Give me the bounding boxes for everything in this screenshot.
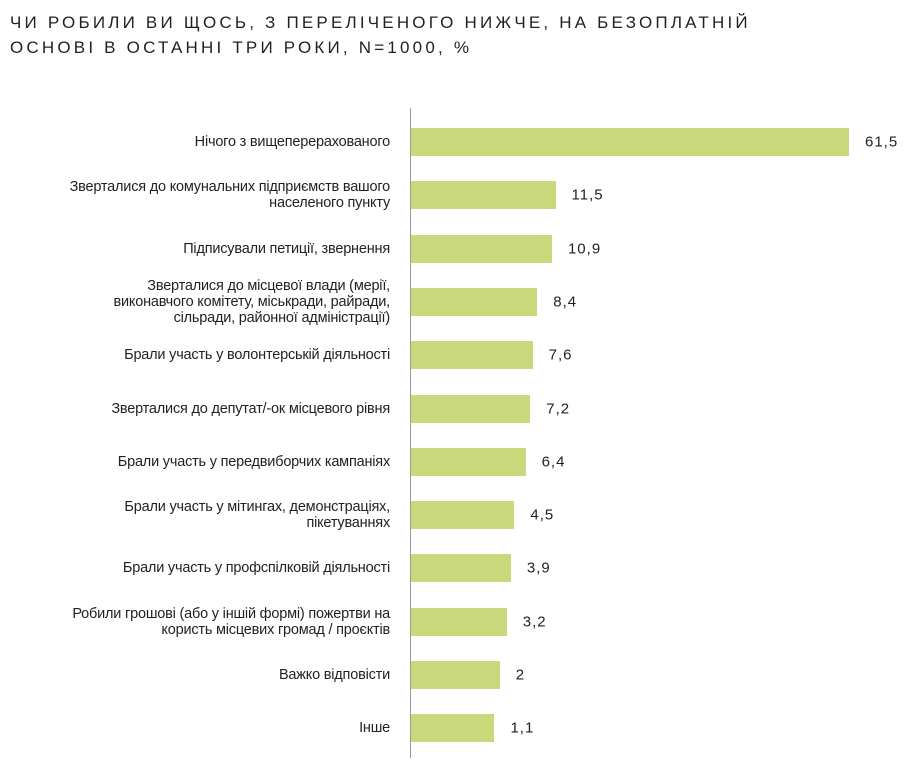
category-label: Брали участь у профспілковій діяльності <box>0 560 390 576</box>
category-label: Брали участь у передвиборчих кампаніях <box>0 454 390 470</box>
category-label: Інше <box>0 720 390 736</box>
category-label: Робили грошові (або у іншій формі) пожер… <box>0 606 390 638</box>
bar <box>411 447 526 476</box>
bar <box>411 287 538 316</box>
category-label-line: Важко відповісти <box>278 667 390 683</box>
category-label-line: Зверталися до комунальних підприємств ва… <box>69 179 391 196</box>
category-label-line: Брали участь у передвиборчих кампаніях <box>117 453 390 470</box>
bar <box>411 501 515 530</box>
bar <box>411 181 556 210</box>
bar <box>411 234 552 263</box>
category-label: Зверталися до комунальних підприємств ва… <box>0 179 391 212</box>
category-label: Брали участь у мітингах, демонстраціях, п… <box>0 499 390 531</box>
category-label-line: пікетуваннях <box>306 515 390 532</box>
category-label-line: Брали участь у профспілковій діяльності <box>122 560 390 577</box>
bar <box>411 661 500 689</box>
category-label: Зверталися до депутат/-ок місцевого рівн… <box>0 401 390 417</box>
category-label: Підписували петиції, звернення <box>0 241 390 257</box>
data-label: 3,9 <box>526 559 551 577</box>
data-label: 8,4 <box>553 293 578 311</box>
category-label-line: виконавчого комітету, міськради, райради… <box>113 293 391 310</box>
category-label-line: Зверталися до депутат/-ок місцевого рівн… <box>111 400 390 417</box>
category-label-line: Робили грошові (або у іншій формі) пожер… <box>72 605 390 622</box>
category-label-line: користь місцевих громад / проєктів <box>161 621 390 638</box>
bar <box>411 714 495 743</box>
data-label: 2 <box>515 666 526 684</box>
data-label: 6,4 <box>541 453 566 471</box>
bar <box>411 394 531 423</box>
category-label: Зверталися до місцевої влади (мерії, вико… <box>0 277 391 326</box>
category-label-line: Інше <box>359 720 390 737</box>
category-label: Нічого з вищеперерахованого <box>0 134 391 150</box>
bar <box>411 607 507 636</box>
bar <box>411 554 511 583</box>
data-label: 7,2 <box>546 400 571 417</box>
category-label-line: Нічого з вищеперерахованого <box>194 134 391 150</box>
category-label-line: Брали участь у мітингах, демонстраціях, <box>124 499 390 516</box>
category-label-line: сільради, районної адміністрації) <box>173 309 391 326</box>
data-label: 4,5 <box>530 506 555 524</box>
chart-title: ЧИ РОБИЛИ ВИ ЩОСЬ, З ПЕРЕЛІЧЕНОГО НИЖЧЕ,… <box>10 10 751 60</box>
data-label: 61,5 <box>865 133 899 151</box>
category-label: Важко відповісти <box>0 667 390 683</box>
bar <box>411 128 849 156</box>
bar <box>411 341 533 370</box>
category-label-line: Підписували петиції, звернення <box>183 240 390 257</box>
chart-title-line: ЧИ РОБИЛИ ВИ ЩОСЬ, З ПЕРЕЛІЧЕНОГО НИЖЧЕ,… <box>10 13 751 32</box>
category-label: Брали участь у волонтерській діяльності <box>0 347 390 363</box>
data-label: 7,6 <box>548 346 573 364</box>
category-label-line: населеного пункту <box>269 195 390 212</box>
category-label-line: Зверталися до місцевої влади (мерії, <box>147 277 390 294</box>
category-axis-line <box>410 108 411 758</box>
data-label: 10,9 <box>567 240 602 258</box>
data-label: 11,5 <box>571 186 604 204</box>
chart-title-line: ОСНОВІ В ОСТАННІ ТРИ РОКИ, N=1000, % <box>10 38 473 57</box>
category-label-line: Брали участь у волонтерській діяльності <box>124 347 390 364</box>
data-label: 1,1 <box>510 719 535 737</box>
data-label: 3,2 <box>522 613 547 631</box>
